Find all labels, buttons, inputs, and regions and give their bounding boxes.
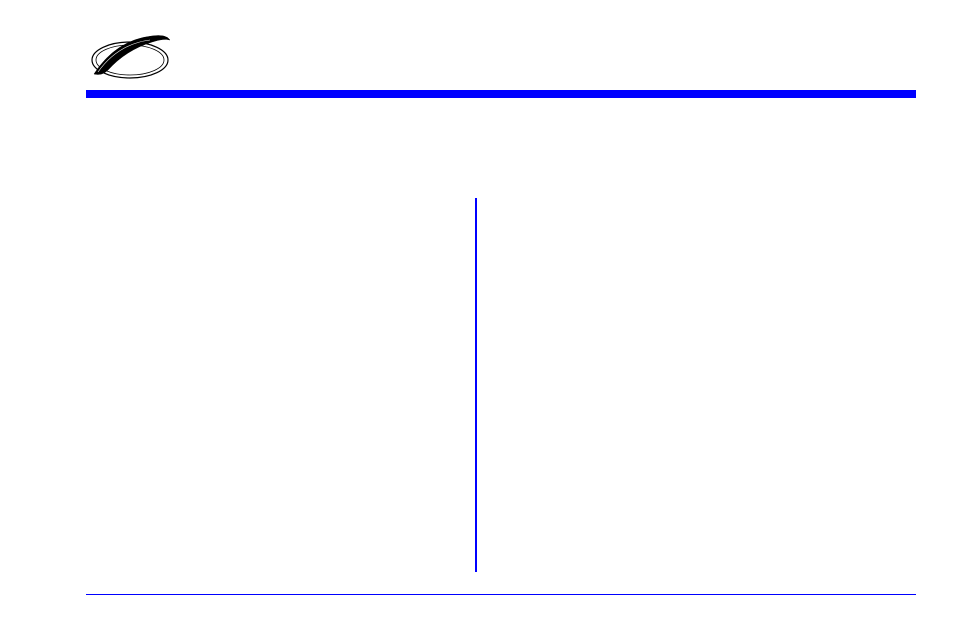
page-root <box>0 0 954 636</box>
top-horizontal-rule <box>86 90 916 98</box>
center-vertical-rule <box>475 198 477 572</box>
oldsmobile-logo <box>86 30 174 82</box>
logo-svg <box>86 30 174 82</box>
bottom-horizontal-rule <box>86 594 916 595</box>
